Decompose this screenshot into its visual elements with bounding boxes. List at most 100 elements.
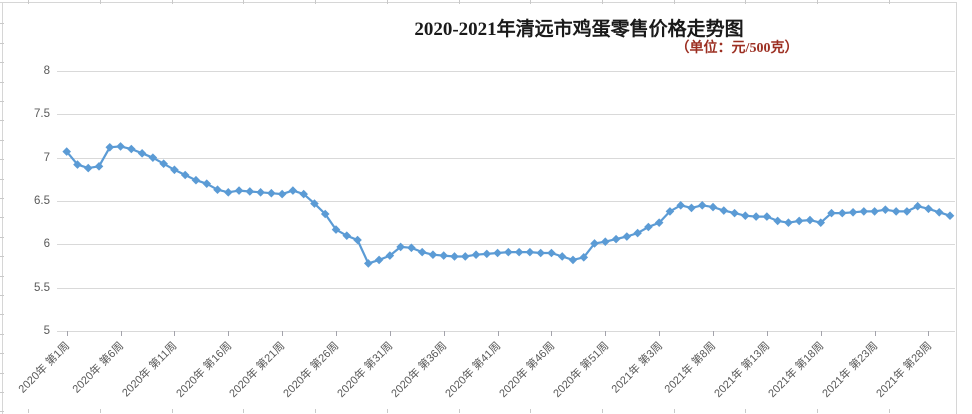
- x-axis-tick-mark: [820, 331, 822, 336]
- data-point-marker: [385, 251, 395, 260]
- sheet-gridline-tick: [458, 409, 460, 413]
- sheet-gridline-tick: [28, 0, 30, 4]
- data-point-marker: [73, 160, 82, 169]
- data-point-marker: [353, 235, 362, 245]
- data-point-marker: [827, 208, 836, 218]
- x-axis-tick-mark: [659, 331, 661, 336]
- data-point-marker: [331, 225, 341, 234]
- data-point-marker: [881, 205, 890, 214]
- data-point-marker: [267, 188, 276, 198]
- sheet-gridline-tick: [817, 0, 818, 4]
- data-point-marker: [579, 253, 589, 262]
- data-point-marker: [945, 211, 955, 221]
- data-point-marker: [127, 144, 136, 154]
- x-axis-tick-mark: [282, 331, 284, 336]
- sheet-gridline-tick: [0, 275, 4, 277]
- data-point-marker: [213, 185, 222, 195]
- sheet-gridline-tick: [673, 0, 675, 4]
- data-point-marker: [794, 216, 804, 226]
- sheet-gridline-tick: [0, 139, 4, 141]
- sheet-gridline-tick: [243, 0, 245, 4]
- data-point-marker: [784, 218, 793, 227]
- y-gridline: [57, 71, 955, 72]
- sheet-gridline-tick: [386, 0, 388, 4]
- sheet-gridline-tick: [28, 409, 30, 413]
- data-point-marker: [374, 255, 384, 265]
- x-axis-tick-mark: [874, 331, 876, 336]
- sheet-gridline-tick: [0, 294, 4, 296]
- data-point-marker: [471, 250, 481, 260]
- data-point-marker: [891, 207, 901, 216]
- x-axis-tick-mark: [336, 331, 337, 336]
- x-axis-tick-mark: [928, 331, 930, 336]
- data-point-marker: [557, 252, 567, 261]
- y-gridline: [57, 114, 955, 116]
- data-point-marker: [137, 149, 147, 158]
- data-point-marker: [299, 189, 308, 199]
- data-point-marker: [62, 147, 71, 156]
- y-gridline: [57, 331, 955, 332]
- sheet-gridline-tick: [243, 409, 245, 413]
- sheet-gridline-tick: [530, 409, 532, 413]
- data-point-marker: [547, 248, 556, 258]
- sheet-gridline-tick: [0, 23, 4, 25]
- data-point-marker: [568, 255, 578, 265]
- data-point-marker: [460, 252, 470, 261]
- x-axis-tick-mark: [713, 331, 715, 336]
- y-axis-tick-label: 6: [43, 238, 50, 251]
- chart-title: 2020-2021年清远市鸡蛋零售价格走势图: [414, 19, 744, 40]
- data-point-marker: [310, 199, 319, 208]
- x-axis-tick-mark: [174, 331, 176, 336]
- data-point-marker: [654, 218, 664, 227]
- data-point-marker: [934, 207, 944, 217]
- sheet-gridline-tick: [0, 42, 4, 44]
- sheet-gridline-tick: [0, 159, 4, 161]
- x-axis-tick-mark: [120, 331, 122, 336]
- x-axis-tick-mark: [66, 331, 68, 336]
- data-point-marker: [450, 252, 459, 261]
- data-point-marker: [719, 206, 729, 215]
- x-axis-tick-mark: [389, 331, 391, 336]
- y-axis-tick-label: 5.5: [34, 281, 50, 294]
- data-point-marker: [837, 208, 847, 218]
- data-point-marker: [170, 165, 179, 175]
- data-point-marker: [191, 175, 201, 185]
- data-point-marker: [601, 237, 610, 247]
- data-point-marker: [83, 163, 93, 173]
- chart-border-right: [956, 2, 957, 414]
- data-point-marker: [514, 247, 524, 257]
- data-point-marker: [288, 186, 298, 195]
- data-point-marker: [687, 203, 696, 213]
- data-point-marker: [913, 201, 922, 211]
- y-axis-tick-label: 8: [43, 65, 50, 77]
- sheet-gridline-tick: [0, 391, 4, 393]
- data-point-marker: [439, 251, 449, 260]
- sheet-gridline-tick: [0, 120, 4, 122]
- sheet-gridline-tick: [817, 409, 818, 413]
- data-point-marker: [676, 201, 686, 210]
- x-axis-tick-mark: [605, 331, 607, 336]
- data-point-marker: [590, 239, 599, 248]
- data-point-marker: [902, 207, 912, 216]
- data-point-marker: [417, 247, 427, 257]
- y-axis-tick-label: 7: [43, 151, 50, 164]
- y-gridline: [57, 201, 955, 202]
- data-point-marker: [708, 202, 718, 212]
- data-point-marker: [816, 218, 826, 227]
- x-axis-tick-mark: [766, 331, 768, 336]
- data-point-marker: [223, 188, 233, 197]
- sheet-gridline-tick: [888, 409, 890, 413]
- data-point-marker: [805, 215, 815, 225]
- sheet-gridline-tick: [888, 0, 890, 4]
- sheet-gridline-tick: [601, 0, 603, 4]
- data-point-marker: [482, 249, 492, 259]
- sheet-gridline-tick: [0, 256, 4, 258]
- y-gridline: [57, 157, 955, 159]
- data-point-marker: [116, 142, 125, 151]
- sheet-gridline-tick: [673, 409, 675, 413]
- sheet-gridline-tick: [0, 314, 4, 316]
- data-point-marker: [633, 228, 642, 238]
- sheet-gridline-tick: [171, 0, 173, 4]
- x-axis-tick-mark: [228, 331, 230, 336]
- sheet-gridline-tick: [0, 372, 4, 374]
